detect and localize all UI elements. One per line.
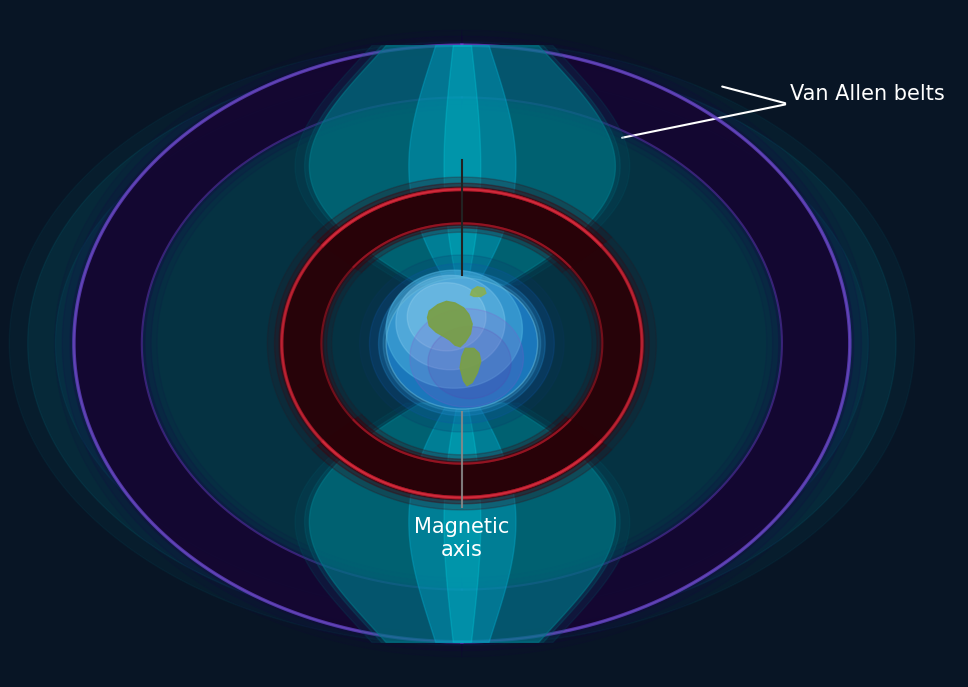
Polygon shape [279,187,603,500]
Polygon shape [318,183,650,504]
Polygon shape [282,190,601,497]
Polygon shape [378,271,545,416]
Polygon shape [460,348,481,385]
Polygon shape [462,45,850,642]
Polygon shape [55,75,868,612]
Polygon shape [312,177,656,510]
Polygon shape [275,183,606,504]
Polygon shape [462,42,854,645]
Polygon shape [462,30,869,657]
Polygon shape [470,286,486,297]
Text: Van Allen belts: Van Allen belts [790,85,945,104]
Text: Magnetic
axis: Magnetic axis [414,517,509,561]
Polygon shape [74,45,462,642]
Polygon shape [321,187,645,500]
Polygon shape [383,275,541,412]
Polygon shape [408,282,486,351]
Polygon shape [10,42,915,645]
Polygon shape [267,177,612,510]
Polygon shape [396,275,505,370]
Ellipse shape [386,278,537,409]
Polygon shape [360,255,564,432]
Polygon shape [370,264,555,423]
Polygon shape [62,36,462,651]
Polygon shape [54,30,462,657]
Polygon shape [428,326,511,398]
Polygon shape [323,190,642,497]
Polygon shape [409,308,524,407]
Polygon shape [462,36,862,651]
Polygon shape [28,55,896,632]
Polygon shape [428,302,472,347]
Polygon shape [386,270,523,388]
Polygon shape [70,42,462,645]
